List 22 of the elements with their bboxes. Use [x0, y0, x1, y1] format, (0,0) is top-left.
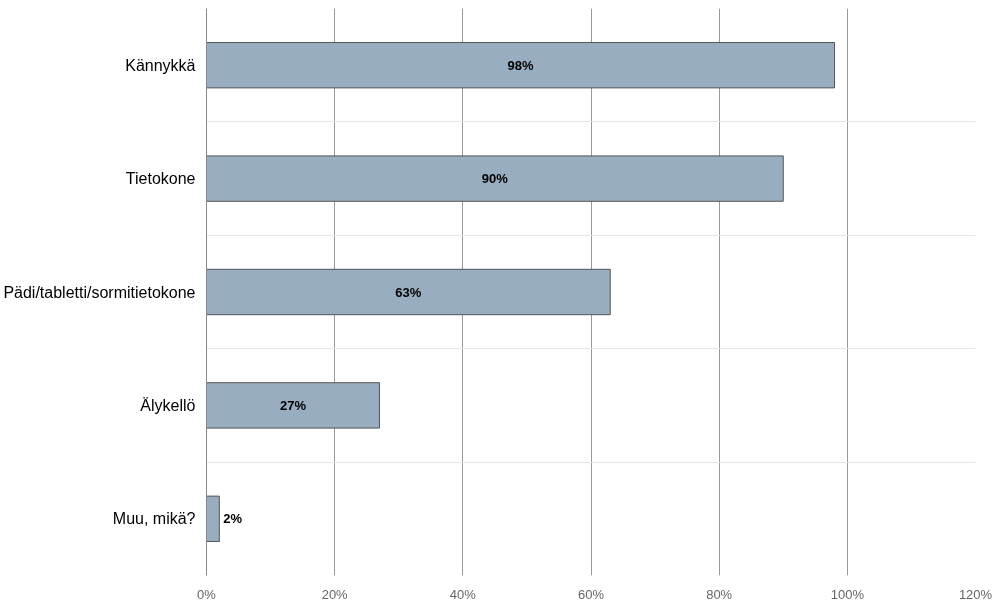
data-label: 27% [280, 397, 307, 413]
x-tick-label: 60% [577, 586, 605, 602]
x-tick-label: 100% [830, 586, 865, 602]
y-tick-label: Kännykkä [125, 56, 196, 74]
y-tick-label: Tietokone [125, 170, 196, 188]
x-tick-label: 40% [449, 586, 477, 602]
y-tick-label: Muu, mikä? [112, 510, 196, 528]
x-tick-label: 80% [706, 586, 733, 602]
x-tick-label: 20% [321, 586, 349, 602]
bar [206, 268, 611, 316]
data-label: 63% [395, 284, 422, 300]
x-tick-label: 0% [197, 586, 217, 602]
bar [206, 495, 220, 542]
data-label: 90% [481, 171, 509, 187]
y-tick-label: Älykellö [140, 396, 196, 414]
data-label: 98% [507, 57, 534, 73]
data-label: 2% [223, 511, 243, 527]
bar [206, 382, 381, 429]
bar [206, 155, 784, 202]
bar [206, 42, 836, 89]
y-tick-label: Pädi/tabletti/sormitietokone [3, 283, 196, 301]
x-tick-label: 120% [958, 586, 993, 602]
